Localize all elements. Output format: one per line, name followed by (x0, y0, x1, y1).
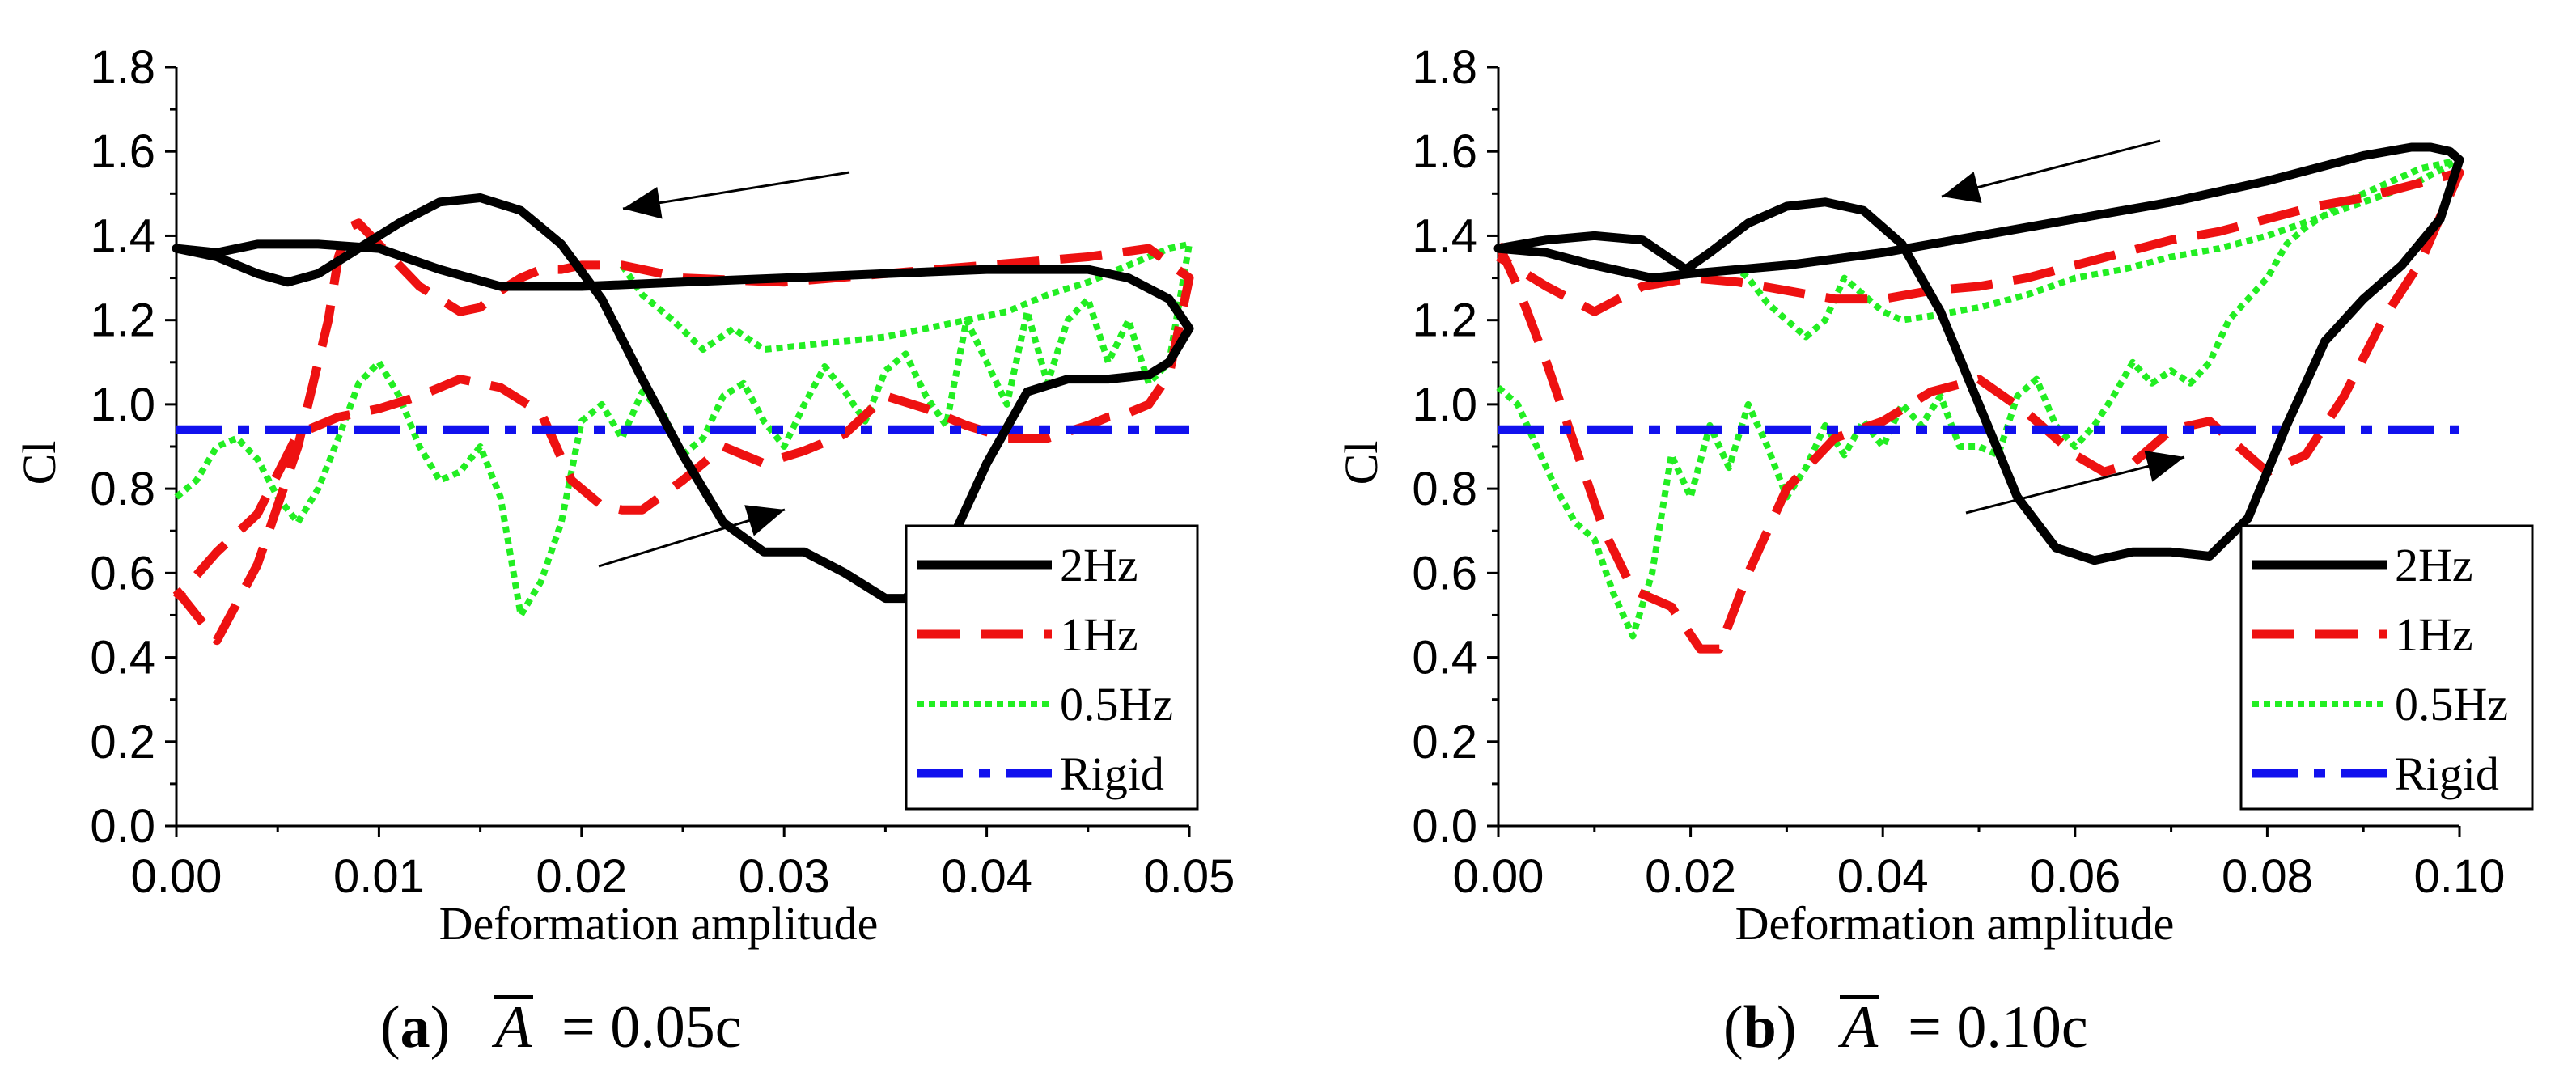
caption-a-value: = 0.05c (561, 994, 742, 1061)
x-tick-label: 0.08 (2222, 850, 2313, 903)
legend-label-Rigid: Rigid (1060, 748, 1164, 800)
direction-arrow-shaft (1941, 139, 2161, 198)
y-tick-label: 1.0 (1412, 379, 1477, 431)
series-line-2Hz (172, 193, 1194, 604)
series-line-1Hz (172, 218, 1194, 646)
caption-a: (a) A = 0.05c (380, 994, 742, 1061)
y-tick-label: 1.0 (90, 379, 155, 431)
y-tick-label: 1.4 (1412, 210, 1477, 262)
caption-a-label: a (400, 994, 430, 1061)
legend-box (905, 524, 1199, 811)
x-axis-label: Deformation amplitude (1735, 897, 2175, 950)
x-tick-label: 0.05 (1144, 850, 1235, 903)
x-tick-label: 0.01 (333, 850, 425, 903)
chart-b: 0.0 0.2 0.4 0.6 0.8 1.0 1.2 1.4 1.6 1.8 0.00 0.02 0.… (1335, 41, 2534, 950)
y-tick-label: 0.6 (90, 547, 155, 599)
direction-arrow-head (2144, 451, 2184, 482)
series-line-0_5Hz (174, 240, 1193, 619)
y-tick-label: 0.0 (1412, 800, 1477, 853)
series-line-2Hz (1493, 142, 2464, 565)
direction-arrow-head (623, 186, 663, 219)
y-tick-label: 0.2 (1412, 716, 1477, 769)
y-tick-label: 1.4 (90, 210, 155, 262)
legend-label-2Hz: 2Hz (1060, 539, 1138, 591)
x-tick-label: 0.02 (1645, 850, 1736, 903)
x-tick-label: 0.03 (739, 850, 830, 903)
y-tick-label: 0.4 (1412, 632, 1477, 684)
y-axis-label: Cl (13, 441, 66, 485)
series-line-1Hz (1493, 167, 2464, 654)
y-tick-label: 1.8 (90, 41, 155, 94)
legend-label-Rigid: Rigid (2395, 748, 2499, 800)
y-tick-label: 1.2 (1412, 294, 1477, 347)
direction-arrow-shaft (622, 171, 850, 210)
caption-b-value: = 0.10c (1908, 994, 2088, 1061)
caption-a-symbol: A (493, 994, 534, 1061)
y-tick-label: 0.8 (1412, 463, 1477, 515)
legend-label-1Hz: 1Hz (1060, 608, 1138, 661)
legend: 2Hz 1Hz 0.5Hz Rigid (905, 524, 1199, 811)
y-tick-label: 0.4 (90, 632, 155, 684)
legend-label-0_5Hz: 0.5Hz (1060, 678, 1173, 731)
x-tick-label: 0.04 (941, 850, 1032, 903)
caption-b: (b) A = 0.10c (1723, 994, 2088, 1061)
legend: 2Hz 1Hz 0.5Hz Rigid (2239, 524, 2534, 811)
direction-arrow-shaft (1965, 455, 2185, 515)
series-line-0_5Hz (1496, 156, 2463, 640)
y-tick-label: 0.6 (1412, 547, 1477, 599)
chart-a: 0.0 0.2 0.4 0.6 0.8 1.0 1.2 1.4 1.6 1.8 0.00 0.01 0.… (13, 41, 1235, 950)
x-axis-label: Deformation amplitude (439, 897, 879, 950)
y-tick-label: 1.6 (1412, 125, 1477, 178)
legend-label-2Hz: 2Hz (2395, 539, 2473, 591)
caption-b-symbol: A (1839, 994, 1880, 1061)
x-tick-label: 0.00 (131, 850, 222, 903)
y-tick-label: 0.8 (90, 463, 155, 515)
direction-arrow-head (1942, 172, 1982, 203)
x-tick-label: 0.04 (1837, 850, 1929, 903)
direction-arrow-head (744, 505, 785, 536)
x-tick-label: 0.06 (2029, 850, 2121, 903)
x-tick-label: 0.00 (1453, 850, 1544, 903)
x-tick-label: 0.10 (2414, 850, 2506, 903)
caption-b-label: b (1743, 994, 1777, 1061)
legend-label-0_5Hz: 0.5Hz (2395, 678, 2508, 731)
y-tick-label: 1.8 (1412, 41, 1477, 94)
y-tick-label: 0.0 (90, 800, 155, 853)
legend-box (2239, 524, 2534, 811)
y-axis-label: Cl (1335, 441, 1388, 485)
y-tick-label: 0.2 (90, 716, 155, 769)
legend-label-1Hz: 1Hz (2395, 608, 2473, 661)
y-tick-label: 1.6 (90, 125, 155, 178)
x-tick-label: 0.02 (536, 850, 627, 903)
y-tick-label: 1.2 (90, 294, 155, 347)
